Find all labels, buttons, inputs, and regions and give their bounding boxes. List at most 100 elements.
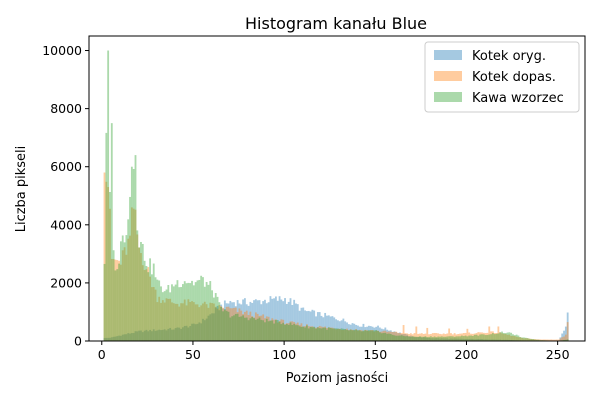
bar bbox=[397, 333, 399, 341]
bar bbox=[422, 337, 425, 341]
bar bbox=[450, 336, 452, 341]
bar bbox=[444, 334, 447, 341]
bar bbox=[282, 301, 285, 341]
bar bbox=[351, 323, 354, 341]
y-axis-ticks: 0 2000 4000 6000 8000 10000 bbox=[42, 43, 89, 349]
bar bbox=[329, 328, 332, 341]
bar bbox=[167, 328, 170, 341]
bar bbox=[563, 336, 565, 341]
bar bbox=[515, 336, 518, 341]
bar bbox=[513, 336, 516, 341]
bar bbox=[389, 330, 392, 341]
bar bbox=[440, 334, 443, 341]
bar bbox=[178, 306, 181, 341]
bar bbox=[109, 337, 111, 341]
bar bbox=[264, 299, 266, 341]
bar bbox=[492, 331, 494, 341]
bar bbox=[229, 308, 232, 341]
bar bbox=[107, 50, 110, 342]
bar bbox=[357, 330, 359, 341]
bar bbox=[524, 337, 527, 341]
bar bbox=[393, 331, 396, 341]
bar bbox=[220, 304, 223, 341]
bar bbox=[218, 302, 221, 341]
bar bbox=[141, 243, 144, 341]
bar bbox=[526, 338, 529, 341]
bar bbox=[322, 327, 325, 341]
bar bbox=[254, 312, 257, 341]
bar bbox=[431, 337, 434, 341]
bar bbox=[426, 337, 429, 341]
bar bbox=[502, 339, 505, 341]
bar bbox=[158, 329, 161, 341]
bar bbox=[116, 269, 119, 341]
bar bbox=[267, 316, 270, 341]
series-1 bbox=[103, 172, 569, 341]
bar bbox=[388, 333, 390, 341]
bar bbox=[369, 330, 372, 341]
bar bbox=[176, 303, 179, 341]
bar bbox=[315, 328, 317, 341]
bar bbox=[260, 304, 263, 341]
bar bbox=[533, 339, 536, 341]
bar bbox=[420, 337, 423, 341]
bar bbox=[196, 280, 199, 341]
bar bbox=[360, 330, 363, 341]
bar bbox=[205, 318, 208, 341]
bar bbox=[207, 284, 210, 341]
bar bbox=[366, 330, 368, 341]
bar bbox=[227, 306, 230, 341]
legend-label-kotek-dopas: Kotek dopas. bbox=[472, 70, 556, 85]
bar bbox=[278, 321, 281, 341]
bar bbox=[537, 339, 540, 341]
legend-label-kotek-oryg: Kotek oryg. bbox=[472, 49, 546, 64]
bar bbox=[453, 336, 456, 341]
bar bbox=[523, 337, 525, 341]
bar bbox=[213, 303, 215, 341]
bar bbox=[130, 166, 133, 341]
bar bbox=[123, 247, 126, 341]
bar bbox=[397, 332, 399, 341]
bar bbox=[473, 334, 476, 341]
bar bbox=[411, 336, 414, 341]
bar bbox=[440, 338, 443, 341]
bar bbox=[402, 335, 405, 341]
bar bbox=[130, 207, 133, 341]
bar bbox=[435, 337, 438, 341]
bar bbox=[211, 303, 213, 341]
bar bbox=[183, 281, 186, 341]
bar bbox=[404, 336, 407, 341]
bar bbox=[475, 332, 478, 341]
bar bbox=[289, 298, 292, 341]
bar bbox=[256, 318, 259, 341]
bar bbox=[353, 323, 356, 341]
bar bbox=[535, 339, 538, 341]
bar bbox=[112, 250, 115, 341]
bar bbox=[444, 338, 447, 341]
bar bbox=[169, 298, 172, 341]
bar bbox=[136, 234, 139, 341]
bar bbox=[222, 308, 224, 341]
bar bbox=[110, 258, 113, 341]
bar bbox=[413, 336, 416, 341]
bar bbox=[103, 263, 106, 341]
bar bbox=[506, 339, 509, 341]
bar bbox=[424, 337, 427, 341]
bar bbox=[431, 338, 434, 341]
bar bbox=[225, 303, 228, 341]
bar bbox=[524, 338, 527, 341]
bar bbox=[353, 329, 356, 341]
x-tick-label: 100 bbox=[272, 347, 296, 362]
bar bbox=[331, 327, 334, 341]
bar bbox=[161, 329, 164, 341]
bar bbox=[324, 312, 327, 341]
bar bbox=[373, 327, 376, 341]
bar bbox=[300, 326, 303, 341]
bar bbox=[253, 318, 255, 341]
bar bbox=[411, 334, 414, 341]
bar bbox=[134, 209, 137, 341]
bar bbox=[344, 329, 347, 341]
series-2 bbox=[103, 50, 569, 342]
bar bbox=[231, 308, 234, 341]
